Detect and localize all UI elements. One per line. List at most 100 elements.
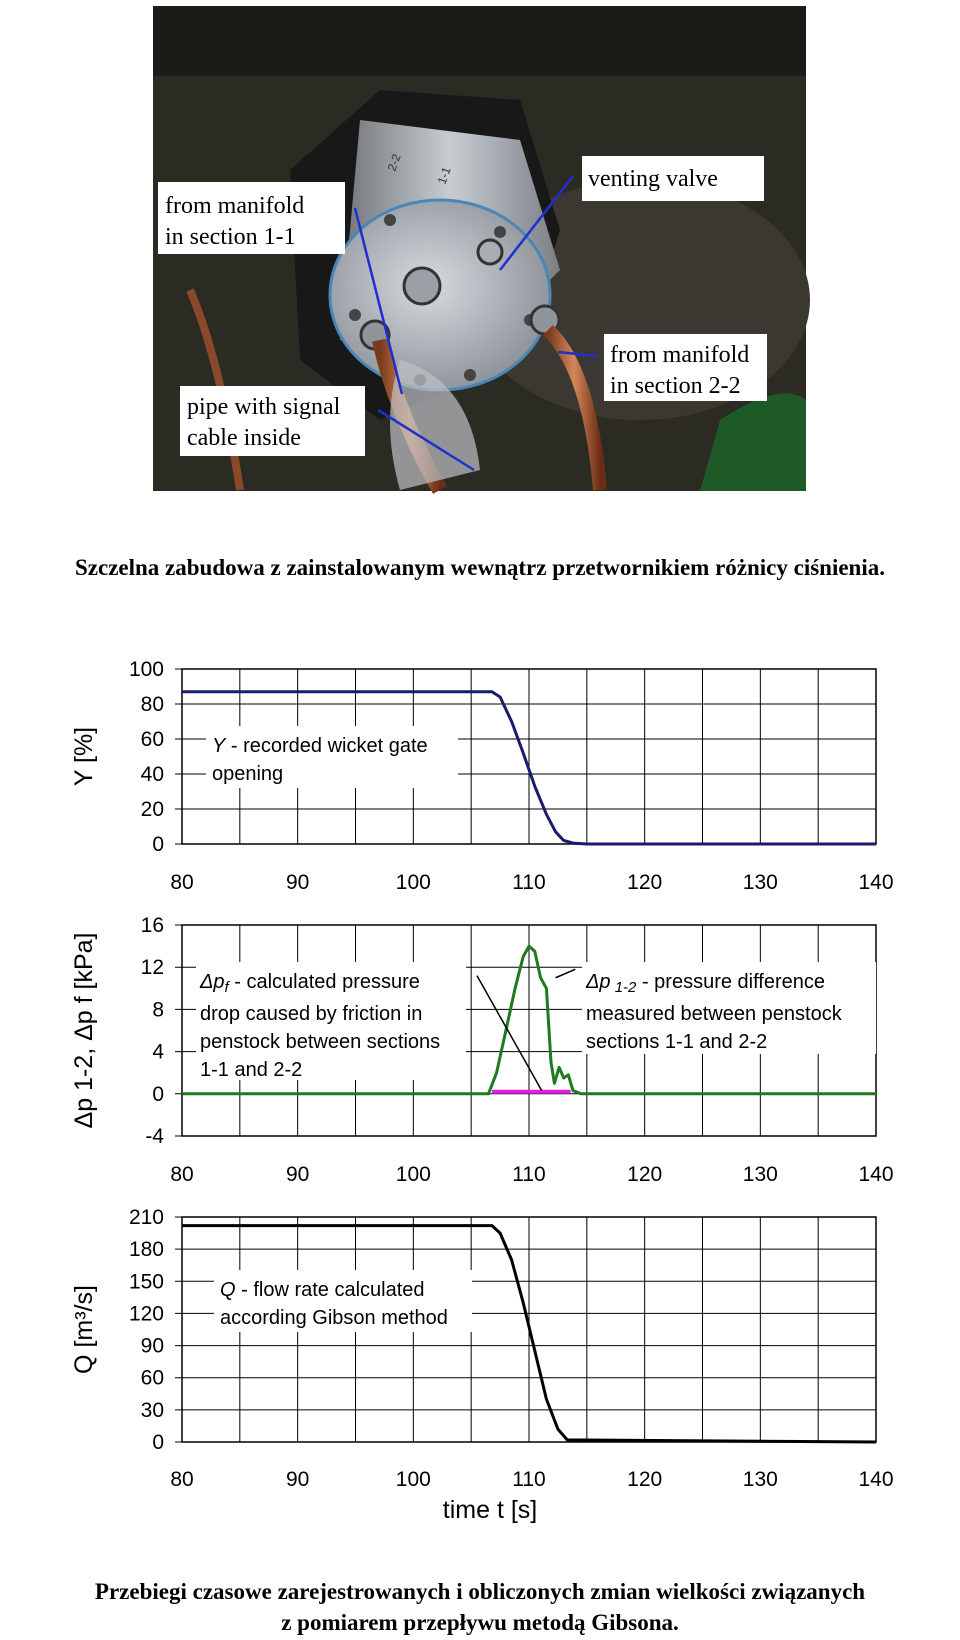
annotation-text: opening: [212, 763, 283, 785]
y-tick-label: 4: [152, 1041, 164, 1064]
x-tick-label: 140: [858, 1468, 893, 1491]
x-tick-label: 140: [858, 1163, 893, 1186]
x-tick-label: 90: [286, 871, 309, 894]
fitting: [402, 266, 442, 306]
annotation-box: [196, 962, 466, 1080]
y-tick-label: 90: [141, 1335, 164, 1358]
face-bolt: [464, 369, 476, 381]
y-tick-label: 100: [129, 658, 164, 681]
annotation-box: [582, 962, 876, 1054]
x-tick-label: 130: [743, 871, 778, 894]
x-tick-label: 100: [396, 1163, 431, 1186]
annotation-var: Δp: [585, 971, 611, 993]
label-pipe-line2: cable inside: [187, 425, 301, 451]
x-tick-label: 110: [512, 871, 545, 894]
annotation-text: Y - recorded wicket gate: [212, 735, 428, 757]
annotation-var: Δp: [199, 971, 225, 993]
annotation-text: drop caused by friction in: [200, 1003, 422, 1025]
figure-caption-line2: z pomiarem przepływu metodą Gibsona.: [281, 1610, 679, 1636]
annotation-desc: - pressure difference: [636, 971, 825, 993]
x-tick-label: 80: [170, 1163, 193, 1186]
x-tick-label: 120: [627, 1468, 662, 1491]
x-tick-label: 110: [512, 1468, 545, 1491]
y-tick-label: 60: [141, 1367, 164, 1390]
series-line: [182, 944, 876, 1096]
photo-shadow-top: [153, 6, 806, 76]
annotation-text: Δpf - calculated pressure: [199, 971, 420, 996]
y-tick-label: -4: [145, 1125, 164, 1148]
y-tick-label: 12: [141, 956, 164, 979]
label-manifold-2-line1: from manifold: [610, 342, 749, 368]
series-line: [182, 1224, 877, 1444]
photo-caption: Szczelna zabudowa z zainstalowanym wewną…: [74, 555, 885, 580]
y-tick-label: 120: [129, 1302, 164, 1325]
y-tick-label: 0: [152, 1083, 164, 1106]
leader-line: [499, 175, 574, 271]
annotation-desc: - recorded wicket gate: [225, 735, 427, 757]
label-box-pipe: [180, 386, 365, 456]
y-tick-label: 40: [141, 763, 164, 786]
y-tick-label: 80: [141, 693, 164, 716]
annotation-sub: 1-2: [611, 979, 638, 996]
face-bolt: [494, 226, 506, 238]
annotation-text: sections 1-1 and 2-2: [586, 1031, 767, 1053]
annotation-text: penstock between sections: [200, 1031, 440, 1053]
y-tick-label: 8: [152, 998, 164, 1021]
annotation-desc: - calculated pressure: [229, 971, 420, 993]
label-manifold-1-line2: in section 1-1: [165, 224, 296, 250]
label-box-manifold-2: [604, 334, 767, 401]
x-tick-label: 140: [858, 871, 893, 894]
annotation-var: Q: [220, 1279, 236, 1301]
y-axis-label: Q [m³/s]: [70, 1285, 98, 1374]
plastic-bag: [390, 360, 480, 490]
y-tick-label: 180: [129, 1238, 164, 1261]
photo-panel: 2-2 1-1 from manifold in section 1-1 ven…: [153, 6, 810, 494]
x-tick-label: 130: [743, 1468, 778, 1491]
y-tick-label: 60: [141, 728, 164, 751]
series-line: [182, 690, 876, 846]
label-pipe-line1: pipe with signal: [187, 394, 341, 420]
housing-mark: 1-1: [435, 165, 454, 186]
y-tick-label: 150: [129, 1270, 164, 1293]
copper-pipe: [543, 324, 607, 491]
annotation-desc: - flow rate calculated: [236, 1279, 425, 1301]
annotation-text: measured between penstock: [586, 1003, 843, 1025]
label-box-venting: [582, 156, 764, 201]
annotation-text: Q - flow rate calculated: [220, 1279, 425, 1301]
label-manifold-2-line2: in section 2-2: [610, 373, 741, 399]
annotation-var: Y: [212, 735, 227, 757]
green-cloth: [700, 393, 806, 491]
chart-1: 0 20 40 60 80 100 80 90 100 110 120 130 140 Y [%] Y - …: [70, 658, 894, 894]
copper-pipe: [186, 288, 244, 491]
x-tick-label: 80: [170, 1468, 193, 1491]
annotation-box: [214, 1270, 472, 1332]
x-tick-label: 130: [743, 1163, 778, 1186]
annotation-text: Δp 1-2 - pressure difference: [585, 971, 825, 996]
leader-line: [555, 968, 576, 979]
y-tick-label: 30: [141, 1399, 164, 1422]
label-venting-valve: venting valve: [588, 166, 718, 192]
annotation-text: according Gibson method: [220, 1307, 448, 1329]
figure-caption: Przebiegi czasowe zarejestrowanych i obl…: [0, 1576, 960, 1638]
annotation-sub: f: [225, 979, 231, 996]
x-tick-label: 90: [286, 1468, 309, 1491]
face-bolt: [349, 309, 361, 321]
y-tick-label: 210: [129, 1206, 164, 1229]
y-axis-label: Δp 1-2, Δp f [kPa]: [70, 933, 98, 1129]
x-tick-label: 90: [286, 1163, 309, 1186]
leader-line: [353, 207, 404, 395]
figure-caption-line1: Przebiegi czasowe zarejestrowanych i obl…: [94, 1579, 866, 1604]
venting-valve-fitting: [476, 238, 504, 266]
chart-3: 0 30 60 90 120 150 180 210 80 90 100 110 120 130 140 Q …: [70, 1206, 894, 1524]
leader-line: [476, 975, 543, 1092]
y-tick-label: 0: [152, 1431, 164, 1454]
chart-2: -4 0 4 8 12 16 80 90 100 110 120 130 140 Δp 1-2, Δp f…: [70, 914, 894, 1186]
y-tick-label: 20: [141, 798, 164, 821]
x-tick-label: 100: [396, 871, 431, 894]
face-bolt: [384, 214, 396, 226]
x-tick-label: 120: [627, 871, 662, 894]
y-tick-label: 16: [141, 914, 164, 937]
x-tick-label: 80: [170, 871, 193, 894]
leader-line: [377, 408, 475, 472]
